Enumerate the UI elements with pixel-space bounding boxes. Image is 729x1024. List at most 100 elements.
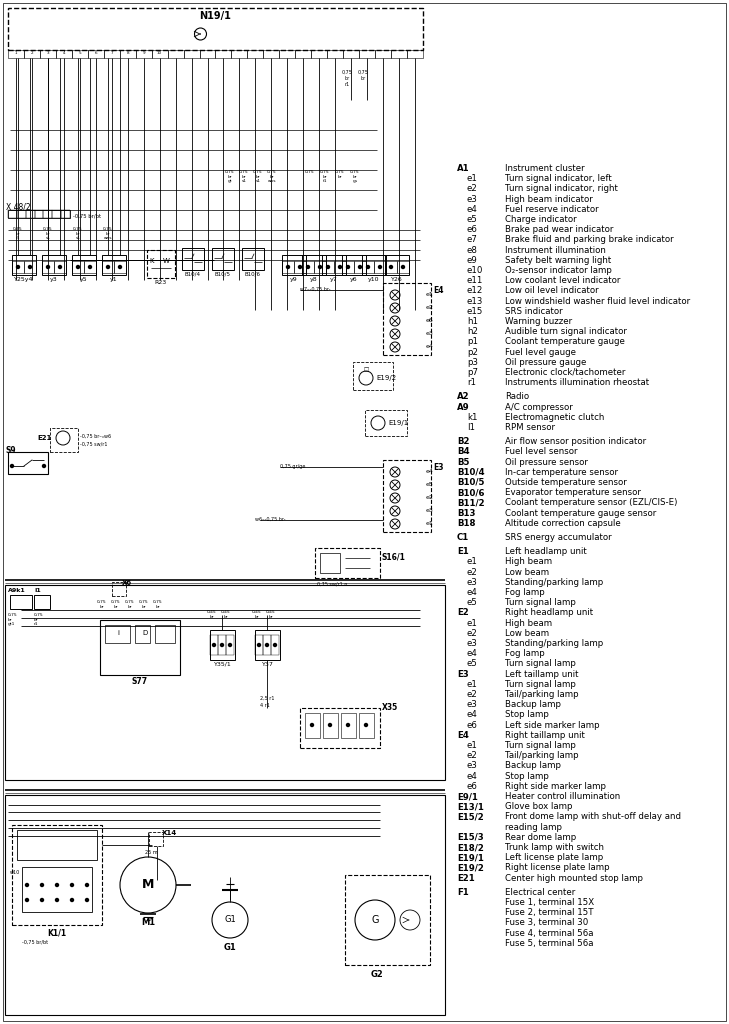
Text: e9: e9	[467, 256, 477, 265]
Text: B4: B4	[457, 447, 469, 457]
Text: E19/2: E19/2	[457, 863, 484, 872]
Text: -0,75 br/bt: -0,75 br/bt	[73, 213, 101, 218]
Text: 1: 1	[15, 51, 17, 55]
Text: Y35/1: Y35/1	[214, 662, 231, 667]
Text: 0,75 gr/ge: 0,75 gr/ge	[280, 464, 305, 469]
Bar	[255, 635, 263, 655]
Bar	[353, 362, 393, 390]
Bar	[385, 261, 397, 273]
Text: e15: e15	[467, 307, 483, 315]
Circle shape	[338, 265, 341, 268]
Text: SRS indicator: SRS indicator	[505, 307, 563, 315]
Text: e3: e3	[426, 331, 434, 336]
Text: e6: e6	[467, 781, 478, 791]
Text: I1: I1	[467, 423, 475, 432]
Text: E19/1: E19/1	[457, 853, 484, 862]
Text: 0,75: 0,75	[305, 170, 315, 174]
Bar	[17, 210, 26, 218]
Text: Altitude correction capsule: Altitude correction capsule	[505, 519, 621, 527]
Text: 0,75
br: 0,75 br	[139, 600, 149, 608]
Bar	[120, 50, 136, 58]
Text: e6: e6	[426, 318, 434, 323]
Bar	[365, 410, 407, 436]
Text: 0,75
br
s1: 0,75 br s1	[253, 170, 263, 183]
Bar	[342, 255, 366, 275]
Bar	[343, 50, 359, 58]
Text: p1: p1	[467, 337, 478, 346]
Text: Turn signal indicator, left: Turn signal indicator, left	[505, 174, 612, 183]
Text: Turn signal indicator, right: Turn signal indicator, right	[505, 184, 618, 194]
Bar	[247, 50, 263, 58]
Text: e3: e3	[467, 700, 478, 710]
Circle shape	[119, 265, 122, 268]
Bar	[135, 625, 150, 643]
Text: Fuse 1, terminal 15X: Fuse 1, terminal 15X	[505, 898, 594, 907]
Text: O₂-sensor indicator lamp: O₂-sensor indicator lamp	[505, 266, 612, 275]
Text: Charge indicator: Charge indicator	[505, 215, 577, 224]
Circle shape	[402, 265, 405, 268]
Text: e4: e4	[467, 711, 478, 720]
Text: y3: y3	[50, 278, 58, 282]
Text: E19/1: E19/1	[388, 420, 408, 426]
Text: 2: 2	[31, 51, 34, 55]
Text: E15/2: E15/2	[457, 812, 484, 821]
Text: e1: e1	[467, 557, 478, 566]
Text: Low coolant level indicator: Low coolant level indicator	[505, 276, 620, 286]
Bar	[216, 50, 232, 58]
Bar	[10, 595, 32, 609]
Text: Fuel reserve indicator: Fuel reserve indicator	[505, 205, 599, 214]
Circle shape	[28, 265, 31, 268]
Text: Glove box lamp: Glove box lamp	[505, 802, 572, 811]
Circle shape	[42, 465, 45, 468]
Text: Y37: Y37	[262, 662, 273, 667]
Text: Evaporator temperature sensor: Evaporator temperature sensor	[505, 488, 641, 498]
Text: Rear dome lamp: Rear dome lamp	[505, 833, 576, 842]
Bar	[112, 582, 126, 596]
Text: e4: e4	[426, 344, 434, 349]
Text: S77: S77	[132, 677, 148, 686]
Bar	[345, 874, 430, 965]
Text: e1: e1	[467, 741, 478, 750]
Text: e2: e2	[467, 567, 478, 577]
Text: B10/6: B10/6	[245, 272, 261, 278]
Text: Trunk lamp with switch: Trunk lamp with switch	[505, 843, 604, 852]
Text: 0,75
br
aws: 0,75 br aws	[103, 227, 113, 241]
Text: Low windshield washer fluid level indicator: Low windshield washer fluid level indica…	[505, 297, 690, 305]
Bar	[8, 210, 70, 218]
Circle shape	[55, 884, 58, 887]
Bar	[294, 261, 306, 273]
Circle shape	[41, 898, 44, 901]
Text: 0,75
br
gt: 0,75 br gt	[225, 170, 235, 183]
Circle shape	[311, 724, 313, 726]
Text: 4 r1: 4 r1	[260, 703, 270, 708]
Text: E13/1: E13/1	[457, 802, 484, 811]
Circle shape	[26, 898, 28, 901]
Bar	[322, 261, 334, 273]
Text: 0,75
br
gs: 0,75 br gs	[350, 170, 360, 183]
Bar	[232, 50, 247, 58]
Bar	[359, 50, 375, 58]
Bar	[54, 261, 66, 273]
Bar	[182, 248, 204, 270]
Bar	[72, 255, 96, 275]
Circle shape	[306, 265, 310, 268]
Text: S9: S9	[6, 446, 17, 455]
Text: S16/1: S16/1	[382, 553, 406, 562]
Text: Left headlamp unit: Left headlamp unit	[505, 547, 587, 556]
Text: w10: w10	[10, 870, 20, 874]
Text: B13: B13	[457, 509, 475, 517]
Text: 5: 5	[79, 51, 81, 55]
Bar	[385, 255, 409, 275]
Text: Tail/parking lamp: Tail/parking lamp	[505, 752, 579, 760]
Circle shape	[212, 643, 216, 646]
Bar	[295, 50, 311, 58]
Text: p3: p3	[467, 357, 478, 367]
Text: e2: e2	[467, 752, 478, 760]
Bar	[407, 50, 423, 58]
Text: Left side marker lamp: Left side marker lamp	[505, 721, 600, 730]
Text: N19/1: N19/1	[200, 11, 231, 22]
Text: Turn signal lamp: Turn signal lamp	[505, 598, 576, 607]
Text: 0,75
br: 0,75 br	[97, 600, 107, 608]
Text: In-car temperature sensor: In-car temperature sensor	[505, 468, 618, 477]
Bar	[5, 795, 445, 1015]
